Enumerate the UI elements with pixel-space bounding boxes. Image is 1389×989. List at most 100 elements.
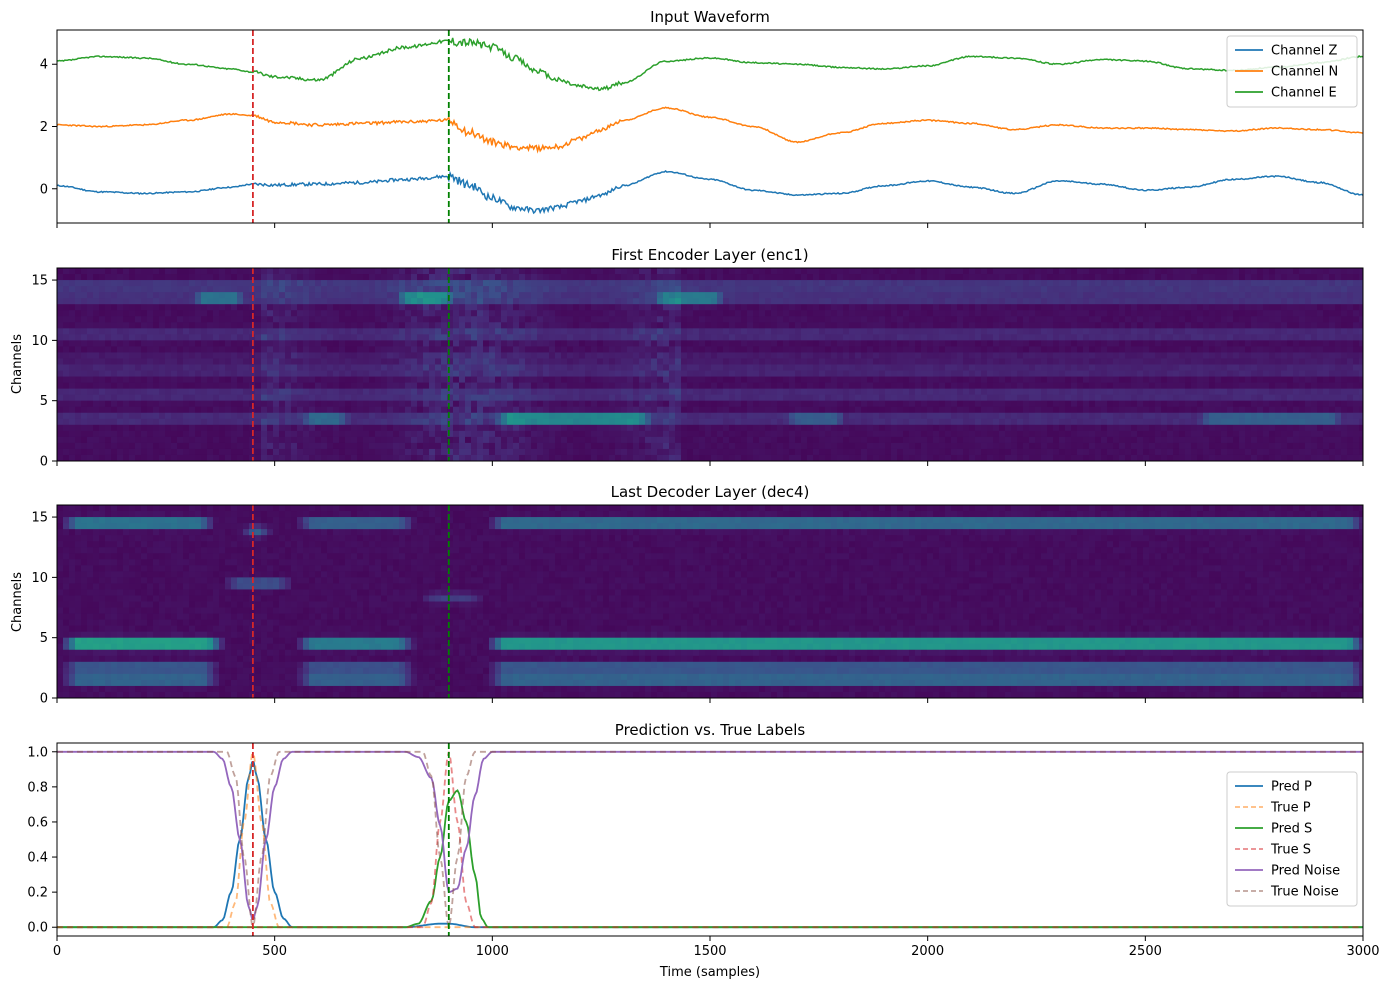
- heatmap-cell: [765, 424, 772, 432]
- heatmap-cell: [513, 418, 520, 426]
- heatmap-cell: [717, 334, 724, 341]
- heatmap-cell: [711, 352, 718, 359]
- heatmap-cell: [159, 364, 166, 372]
- heatmap-cell: [765, 292, 772, 299]
- heatmap-cell: [105, 406, 112, 414]
- heatmap-cell: [279, 292, 286, 299]
- heatmap-cell: [681, 322, 688, 329]
- heatmap-cell: [519, 370, 526, 378]
- heatmap-cell: [201, 298, 208, 305]
- heatmap-cell: [855, 388, 862, 396]
- heatmap-cell: [387, 442, 394, 450]
- heatmap-cell: [597, 394, 604, 402]
- heatmap-cell: [411, 310, 418, 317]
- heatmap-cell: [915, 436, 922, 444]
- heatmap-cell: [495, 400, 502, 408]
- heatmap-cell: [621, 358, 628, 365]
- heatmap-cell: [969, 382, 976, 390]
- heatmap-cell: [753, 406, 760, 414]
- heatmap-cell: [849, 376, 856, 384]
- heatmap-cell: [99, 268, 106, 275]
- heatmap-cell: [243, 358, 250, 365]
- heatmap-cell: [597, 346, 604, 353]
- heatmap-cell: [891, 352, 898, 359]
- heatmap-cell: [729, 436, 736, 444]
- panel-title-prediction: Prediction vs. True Labels: [615, 721, 806, 739]
- heatmap-cell: [495, 376, 502, 384]
- heatmap-cell: [447, 316, 454, 323]
- heatmap-cell: [555, 352, 562, 359]
- heatmap-cell: [639, 346, 646, 353]
- heatmap-cell: [303, 316, 310, 323]
- heatmap-cell: [75, 298, 82, 305]
- heatmap-cell: [603, 334, 610, 341]
- heatmap-cell: [225, 430, 232, 438]
- heatmap-cell: [447, 352, 454, 359]
- heatmap-cell: [339, 346, 346, 353]
- heatmap-cell: [825, 316, 832, 323]
- heatmap-cell: [285, 370, 292, 378]
- heatmap-cell: [405, 280, 412, 287]
- heatmap-cell: [675, 406, 682, 414]
- heatmap-cell: [645, 274, 652, 281]
- heatmap-cell: [81, 286, 88, 293]
- heatmap-cell: [909, 412, 916, 420]
- heatmap-cell: [201, 400, 208, 408]
- heatmap-cell: [597, 382, 604, 390]
- heatmap-cell: [789, 370, 796, 378]
- heatmap-cell: [585, 346, 592, 353]
- heatmap-cell: [315, 358, 322, 365]
- heatmap-cell: [525, 340, 532, 347]
- heatmap-cell: [513, 334, 520, 341]
- heatmap-cell: [933, 382, 940, 390]
- heatmap-cell: [411, 448, 418, 456]
- heatmap-cell: [357, 286, 364, 293]
- heatmap-cell: [315, 418, 322, 426]
- heatmap-cell: [459, 436, 466, 444]
- heatmap-cell: [255, 448, 262, 456]
- heatmap-cell: [729, 310, 736, 317]
- heatmap-cell: [213, 298, 220, 305]
- heatmap-cell: [825, 436, 832, 444]
- heatmap-cell: [675, 268, 682, 275]
- heatmap-cell: [69, 400, 76, 408]
- heatmap-cell: [579, 340, 586, 347]
- heatmap-cell: [393, 316, 400, 323]
- heatmap-cell: [615, 406, 622, 414]
- heatmap-cell: [447, 418, 454, 426]
- heatmap-cell: [381, 376, 388, 384]
- heatmap-cell: [273, 418, 280, 426]
- heatmap-cell: [855, 400, 862, 408]
- heatmap-cell: [795, 388, 802, 396]
- heatmap-cell: [441, 454, 448, 461]
- heatmap-cell: [369, 298, 376, 305]
- heatmap-cell: [537, 340, 544, 347]
- heatmap-cell: [765, 394, 772, 402]
- heatmap-cell: [957, 304, 964, 311]
- heatmap-cell: [549, 412, 556, 420]
- heatmap-cell: [129, 286, 136, 293]
- heatmap-cell: [861, 382, 868, 390]
- heatmap-cell: [813, 322, 820, 329]
- heatmap-cell: [201, 286, 208, 293]
- heatmap-cell: [291, 352, 298, 359]
- heatmap-cell: [291, 454, 298, 461]
- heatmap-cell: [423, 346, 430, 353]
- heatmap-cell: [723, 430, 730, 438]
- heatmap-cell: [927, 424, 934, 432]
- heatmap-cell: [591, 328, 598, 335]
- heatmap-cell: [465, 286, 472, 293]
- heatmap-cell: [267, 442, 274, 450]
- heatmap-cell: [531, 358, 538, 365]
- heatmap-cell: [861, 424, 868, 432]
- heatmap-cell: [297, 274, 304, 281]
- heatmap-cell: [747, 388, 754, 396]
- heatmap-cell: [561, 412, 568, 420]
- heatmap-cell: [879, 274, 886, 281]
- heatmap-cell: [363, 286, 370, 293]
- heatmap-cell: [135, 448, 142, 456]
- heatmap-cell: [669, 310, 676, 317]
- heatmap-cell: [153, 376, 160, 384]
- heatmap-cell: [69, 370, 76, 378]
- heatmap-cell: [111, 328, 118, 335]
